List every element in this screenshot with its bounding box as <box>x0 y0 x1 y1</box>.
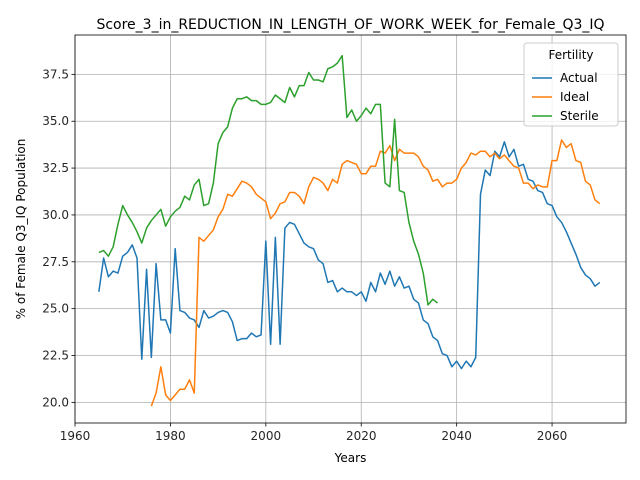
y-tick-label: 30.0 <box>42 208 69 222</box>
plot-frame <box>74 34 627 424</box>
grid <box>74 35 626 423</box>
y-axis-label: % of Female Q3_IQ Population <box>14 139 28 320</box>
y-tick-label: 20.0 <box>42 395 69 409</box>
legend-box <box>523 42 619 127</box>
series-lines <box>98 54 601 407</box>
axis-ticks: 1960 1980 2000 2020 2040 2060 20.0 22.5 25.0 27.5… <box>42 67 567 443</box>
x-tick-label: 1960 <box>60 429 91 443</box>
y-tick-label: 27.5 <box>42 255 69 269</box>
y-tick-label: 32.5 <box>42 161 69 175</box>
legend-items: Actual Ideal Sterile <box>532 71 599 123</box>
legend: Fertility Actual Ideal Sterile <box>523 42 619 127</box>
x-tick-label: 2000 <box>251 429 282 443</box>
y-tick-label: 35.0 <box>42 114 69 128</box>
y-tick-label: 25.0 <box>42 302 69 316</box>
x-tick-label: 2020 <box>346 429 377 443</box>
chart-title: Score_3_in_REDUCTION_IN_LENGTH_OF_WORK_W… <box>96 17 604 33</box>
legend-label-sterile: Sterile <box>560 109 599 123</box>
y-tick-label: 37.5 <box>42 67 69 81</box>
series-line-actual <box>98 141 601 370</box>
series-line-ideal <box>150 139 601 407</box>
legend-label-actual: Actual <box>560 71 598 85</box>
x-tick-label: 1980 <box>155 429 186 443</box>
x-tick-label: 2060 <box>537 429 568 443</box>
x-tick-label: 2040 <box>441 429 472 443</box>
x-axis-label: Years <box>334 451 367 465</box>
series-line-sterile <box>98 54 439 306</box>
y-tick-label: 22.5 <box>42 349 69 363</box>
legend-title: Fertility <box>548 48 593 62</box>
legend-label-ideal: Ideal <box>560 90 589 104</box>
